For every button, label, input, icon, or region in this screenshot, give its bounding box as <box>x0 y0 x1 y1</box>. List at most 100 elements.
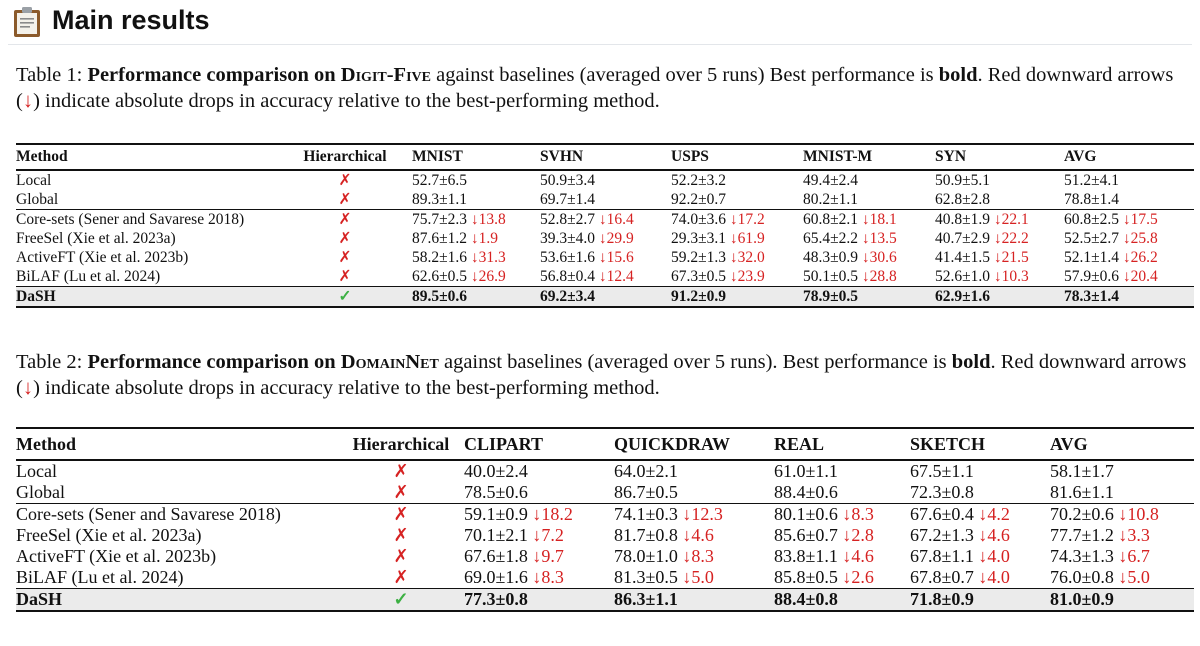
value-text: 83.8±1.1 <box>774 546 838 566</box>
drop-text: ↓4.2 <box>978 504 1010 524</box>
cross-mark-icon: ✗ <box>338 172 352 189</box>
value-cell: 81.7±0.8 ↓4.6 <box>614 525 774 546</box>
value-cell: 52.7±6.5 <box>412 170 540 190</box>
table2-label: Table 2: <box>16 351 83 373</box>
drop-text: ↓13.5 <box>861 230 897 247</box>
value-text: 81.3±0.5 <box>614 567 678 587</box>
value-text: 52.6±1.0 <box>935 268 991 285</box>
value-cell: 83.8±1.1 ↓4.6 <box>774 546 910 567</box>
table2-dataset: DomainNet <box>340 351 439 373</box>
value-cell: 60.8±2.5 ↓17.5 <box>1064 210 1194 230</box>
value-text: 61.0±1.1 <box>774 461 838 481</box>
drop-text: ↓18.2 <box>532 504 573 524</box>
drop-text: ↓8.3 <box>682 546 714 566</box>
table1-desc2: . Red downward arrows ( <box>16 64 1174 112</box>
drop-text: ↓8.3 <box>842 504 874 524</box>
value-cell: 67.6±0.4 ↓4.2 <box>910 504 1050 526</box>
drop-text: ↓31.3 <box>470 249 506 266</box>
drop-text: ↓12.4 <box>598 268 634 285</box>
column-header: MNIST-M <box>803 148 873 165</box>
value-cell: 72.3±0.8 <box>910 482 1050 504</box>
table1-title: Performance comparison on <box>87 64 336 86</box>
method-cell: Local <box>16 461 57 481</box>
table2-desc1: against baselines (averaged over 5 runs)… <box>443 351 947 373</box>
value-text: 39.3±4.0 <box>540 230 596 247</box>
value-text: 70.1±2.1 <box>464 525 528 545</box>
value-cell: 69.0±1.6 ↓8.3 <box>464 567 614 589</box>
method-cell: Core-sets (Sener and Savarese 2018) <box>16 211 245 228</box>
drop-text: ↓10.3 <box>993 268 1029 285</box>
drop-text: ↓4.6 <box>978 525 1010 545</box>
drop-text: ↓4.0 <box>978 546 1010 566</box>
value-cell: 60.8±2.1 ↓18.1 <box>803 210 935 230</box>
value-cell: 59.1±0.9 ↓18.2 <box>464 504 614 526</box>
drop-text: ↓32.0 <box>729 249 765 266</box>
drop-text: ↓15.6 <box>598 249 634 266</box>
cross-mark-icon: ✗ <box>393 504 409 524</box>
value-cell: 40.8±1.9 ↓22.1 <box>935 210 1064 230</box>
value-cell: 77.3±0.8 <box>464 588 614 611</box>
table2-header-row: Method Hierarchical CLIPART QUICKDRAW REAL SK… <box>16 428 1194 460</box>
column-header: AVG <box>1064 148 1097 165</box>
drop-text: ↓20.4 <box>1122 268 1158 285</box>
drop-text: ↓3.3 <box>1118 525 1150 545</box>
value-text: 74.0±3.6 <box>671 211 727 228</box>
table-row: DaSH ✓ 89.5±0.6 69.2±3.4 91.2±0.9 78.9±0.5 62.… <box>16 286 1194 307</box>
table2: Method Hierarchical CLIPART QUICKDRAW REAL SK… <box>16 427 1194 612</box>
value-cell: 75.7±2.3 ↓13.8 <box>412 210 540 230</box>
check-mark-icon: ✓ <box>338 588 464 611</box>
value-cell: 80.2±1.1 <box>803 190 935 210</box>
value-text: 52.2±3.2 <box>671 172 727 189</box>
method-cell: Global <box>16 191 59 208</box>
column-header: SYN <box>935 148 967 165</box>
value-cell: 67.8±0.7 ↓4.0 <box>910 567 1050 589</box>
drop-text: ↓7.2 <box>532 525 564 545</box>
value-cell: 52.2±3.2 <box>671 170 803 190</box>
drop-text: ↓12.3 <box>682 504 723 524</box>
value-cell: 41.4±1.5 ↓21.5 <box>935 248 1064 267</box>
value-text: 74.1±0.3 <box>614 504 678 524</box>
value-text: 48.3±0.9 <box>803 249 859 266</box>
column-header: USPS <box>671 148 709 165</box>
value-text: 53.6±1.6 <box>540 249 596 266</box>
table1-desc3: ) indicate absolute drops in accuracy re… <box>33 90 660 112</box>
table2-caption: Table 2: Performance comparison on Domai… <box>16 349 1191 401</box>
value-cell: 57.9±0.6 ↓20.4 <box>1064 267 1194 287</box>
value-text: 51.2±4.1 <box>1064 172 1120 189</box>
table2-bold-word: bold <box>951 351 991 373</box>
method-cell: Core-sets (Sener and Savarese 2018) <box>16 504 281 524</box>
value-text: 91.2±0.9 <box>671 288 727 305</box>
value-cell: 49.4±2.4 <box>803 170 935 190</box>
value-text: 86.7±0.5 <box>614 482 678 502</box>
value-text: 62.6±0.5 <box>412 268 468 285</box>
value-cell: 67.5±1.1 <box>910 460 1050 482</box>
value-text: 78.0±1.0 <box>614 546 678 566</box>
value-text: 88.4±0.8 <box>774 589 838 609</box>
value-cell: 85.8±0.5 ↓2.6 <box>774 567 910 589</box>
drop-text: ↓2.6 <box>842 567 874 587</box>
value-cell: 58.1±1.7 <box>1050 460 1194 482</box>
table-row: DaSH ✓ 77.3±0.8 86.3±1.1 88.4±0.8 71.8±0.9 81.… <box>16 588 1194 611</box>
table2-arrow: ↓ <box>22 377 34 399</box>
value-text: 62.9±1.6 <box>935 288 991 305</box>
value-cell: 39.3±4.0 ↓29.9 <box>540 229 671 248</box>
value-cell: 76.0±0.8 ↓5.0 <box>1050 567 1194 589</box>
value-text: 50.9±3.4 <box>540 172 596 189</box>
value-text: 29.3±3.1 <box>671 230 727 247</box>
value-cell: 62.9±1.6 <box>935 286 1064 307</box>
drop-text: ↓61.9 <box>729 230 765 247</box>
value-text: 40.8±1.9 <box>935 211 991 228</box>
value-text: 57.9±0.6 <box>1064 268 1120 285</box>
drop-text: ↓4.0 <box>978 567 1010 587</box>
table1-caption: Table 1: Performance comparison on Digit… <box>16 62 1191 114</box>
value-text: 52.1±1.4 <box>1064 249 1120 266</box>
value-cell: 62.8±2.8 <box>935 190 1064 210</box>
value-cell: 88.4±0.8 <box>774 588 910 611</box>
value-cell: 91.2±0.9 <box>671 286 803 307</box>
value-text: 67.5±1.1 <box>910 461 974 481</box>
value-text: 89.5±0.6 <box>412 288 468 305</box>
value-text: 85.6±0.7 <box>774 525 838 545</box>
value-text: 78.8±1.4 <box>1064 191 1120 208</box>
value-cell: 50.9±3.4 <box>540 170 671 190</box>
cross-mark-icon: ✗ <box>393 525 409 545</box>
